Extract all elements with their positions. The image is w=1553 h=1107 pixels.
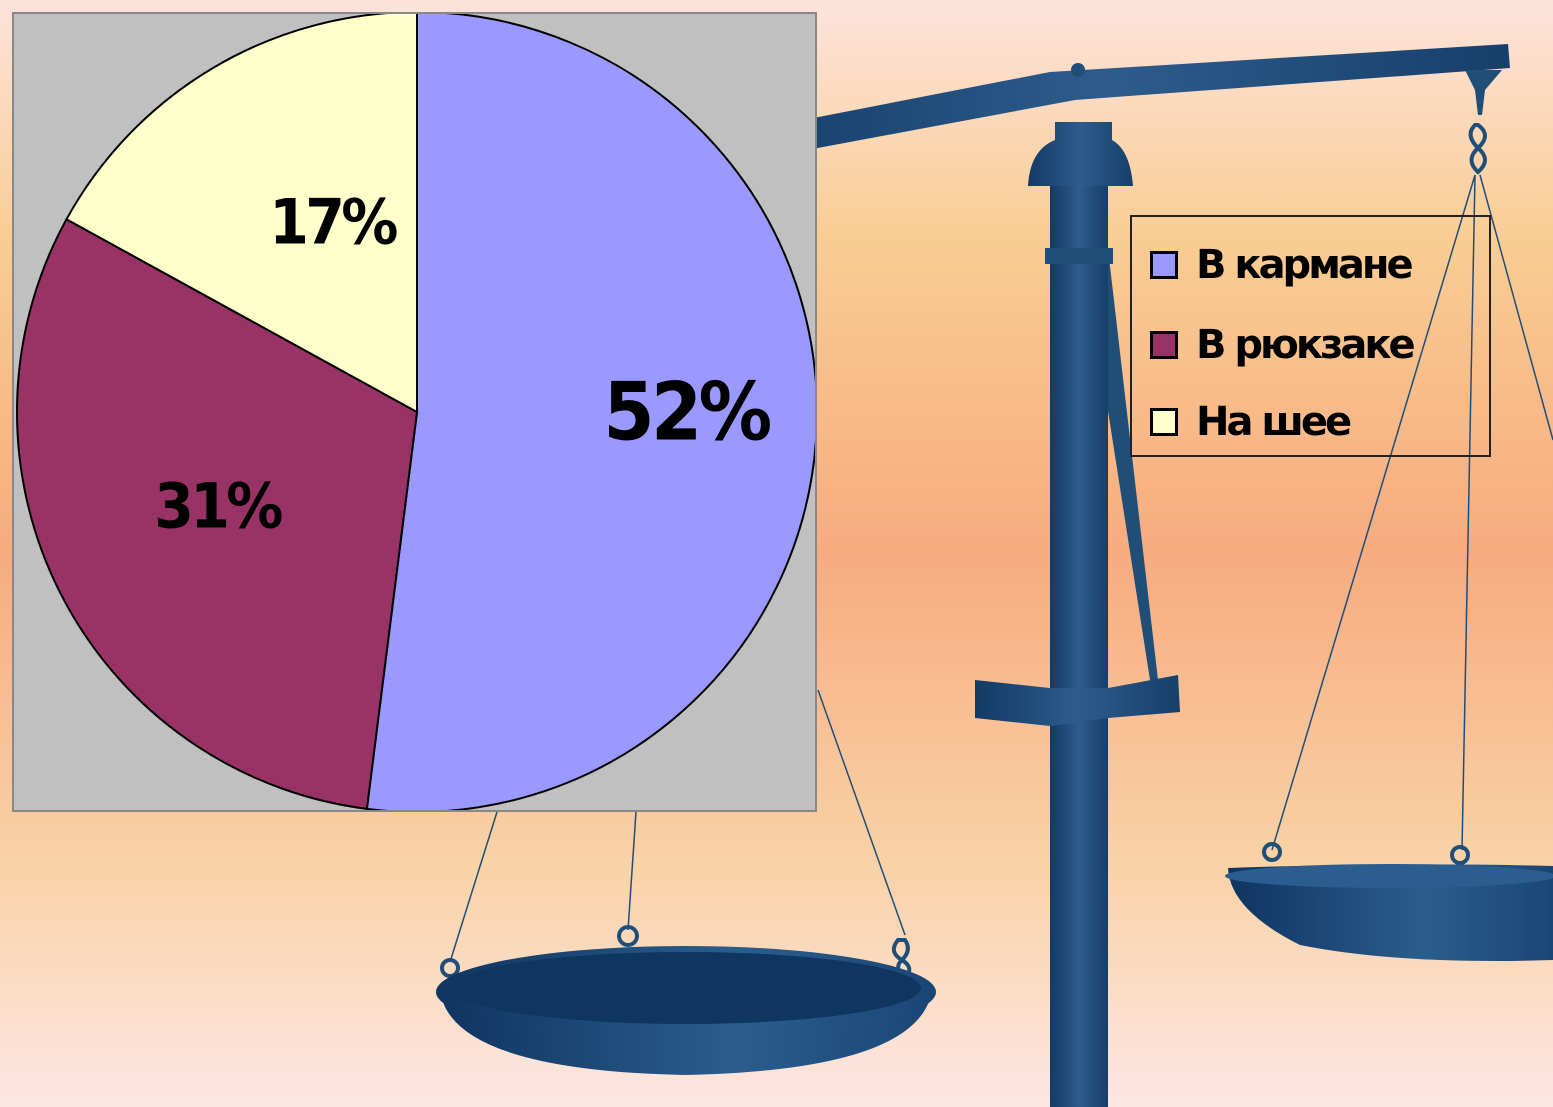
scale-column [1050, 186, 1108, 1107]
legend-label: На шее [1196, 399, 1352, 445]
legend-label: В рюкзаке [1196, 322, 1416, 368]
pie-slice-v-karmane [365, 14, 815, 810]
legend-swatch [1150, 331, 1178, 359]
chart-legend: В кармане В рюкзаке На шее [1130, 215, 1491, 457]
pie-slice-v-ryukzake [16, 217, 419, 810]
data-label-v-ryukzake: 31% [154, 469, 283, 543]
data-label-na-shee: 17% [269, 185, 398, 259]
legend-item-na-shee: На шее [1150, 397, 1352, 447]
legend-swatch [1150, 251, 1178, 279]
scale-cap [1028, 122, 1133, 186]
pie-chart [16, 14, 815, 810]
right-scale-pan [1228, 864, 1553, 961]
legend-label: В кармане [1196, 242, 1414, 288]
legend-item-v-ryukzake: В рюкзаке [1150, 320, 1416, 370]
legend-swatch [1150, 408, 1178, 436]
scale-beam [700, 44, 1510, 170]
scale-crossbar [975, 675, 1180, 726]
legend-item-v-karmane: В кармане [1150, 240, 1414, 290]
data-label-v-karmane: 52% [603, 365, 772, 459]
chart-plot-area: 52% 31% 17% [12, 12, 817, 812]
pie-slice-na-shee [65, 14, 418, 414]
